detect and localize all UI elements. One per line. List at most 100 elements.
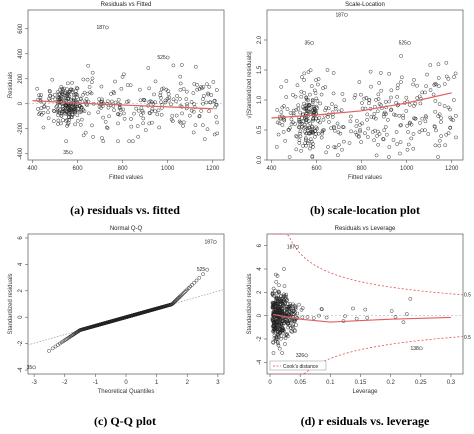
data-point (453, 71, 458, 76)
data-point (184, 89, 189, 94)
data-point (135, 124, 140, 128)
data-point (52, 93, 57, 97)
data-point (90, 123, 94, 128)
data-point (308, 121, 313, 126)
data-point (377, 81, 382, 85)
data-point (160, 102, 165, 107)
residuals-vs-leverage-svg: Residuals vs Leverage 0 0.05 0.1 0.15 0.2 0.25… (247, 226, 471, 395)
data-point (443, 143, 447, 148)
data-point (158, 93, 163, 98)
data-point (178, 81, 183, 86)
data-point (50, 77, 55, 82)
data-point (308, 92, 312, 97)
point-label: 35 (63, 150, 69, 156)
data-point (64, 111, 69, 116)
data-point (169, 117, 174, 122)
data-point (383, 100, 388, 104)
data-point (121, 107, 125, 112)
data-point (301, 144, 305, 148)
data-point (376, 142, 380, 147)
data-point (442, 104, 447, 108)
data-point (36, 107, 40, 111)
data-point (398, 123, 403, 128)
data-point (395, 103, 400, 108)
data-point (56, 122, 60, 126)
data-point (332, 124, 336, 129)
data-point (191, 91, 196, 95)
data-point (420, 90, 425, 95)
plot-frame (27, 233, 225, 375)
data-point (62, 98, 67, 102)
data-point (433, 124, 437, 129)
data-point (314, 116, 318, 121)
data-point (101, 139, 106, 144)
chart-residuals-vs-leverage: Residuals vs Leverage 0 0.05 0.1 0.15 0.2 0.25… (237, 222, 474, 412)
data-point (353, 93, 358, 97)
data-point (314, 96, 319, 101)
data-point (55, 110, 60, 114)
data-point (62, 86, 67, 91)
data-point (110, 99, 114, 104)
data-point (275, 108, 280, 112)
data-point (313, 91, 318, 95)
data-point (442, 82, 447, 86)
data-point (375, 134, 379, 138)
data-point (66, 120, 71, 125)
data-point (97, 101, 101, 106)
data-point (282, 304, 286, 309)
data-point (296, 125, 301, 129)
data-point (138, 87, 142, 92)
data-point (212, 99, 217, 103)
data-point (214, 88, 219, 92)
data-point (366, 126, 371, 131)
data-point (413, 116, 417, 121)
data-point (330, 102, 334, 106)
data-point (60, 101, 65, 106)
data-point (153, 100, 158, 105)
data-point (288, 302, 292, 306)
data-point (282, 284, 287, 288)
data-point (48, 89, 52, 94)
data-point (293, 94, 298, 99)
data-point (274, 296, 279, 301)
data-point (275, 332, 280, 336)
data-point (187, 113, 192, 118)
data-point (413, 101, 418, 106)
data-point (201, 272, 205, 276)
data-point (433, 81, 438, 86)
data-point (165, 55, 170, 60)
plot-title: Normal Q-Q (110, 226, 143, 232)
data-point (305, 117, 309, 122)
data-point (376, 129, 380, 134)
data-point (106, 99, 110, 104)
data-point (415, 96, 420, 100)
data-point (401, 116, 406, 120)
data-point (404, 109, 409, 113)
data-point (90, 80, 94, 84)
data-point (65, 110, 69, 114)
qq-plot-svg: Normal Q-Q -3 -2 -1 0 1 2 3 -4 -2 0 2 4 6 Theoretical … (8, 226, 225, 395)
smooth-line (271, 92, 452, 119)
data-point (191, 109, 196, 114)
data-point (304, 143, 308, 148)
data-point (132, 111, 136, 116)
data-point (279, 294, 283, 298)
data-point (41, 110, 46, 115)
data-point (54, 105, 59, 109)
data-point (209, 93, 214, 97)
data-point (122, 72, 126, 77)
data-point (149, 100, 154, 104)
scale-location-svg: Scale-Location 400 600 800 1000 1200 0.0 0.5 1.0… (246, 2, 464, 181)
data-point (163, 100, 168, 105)
data-point (432, 124, 437, 129)
data-point (278, 327, 282, 331)
data-point (404, 95, 409, 100)
data-point (415, 83, 419, 88)
legend-label: Cook's distance (283, 364, 318, 370)
data-point (276, 132, 281, 137)
data-point (424, 84, 428, 89)
data-point (138, 98, 143, 103)
data-point (406, 142, 411, 147)
data-point (436, 155, 440, 159)
data-point (285, 334, 290, 339)
